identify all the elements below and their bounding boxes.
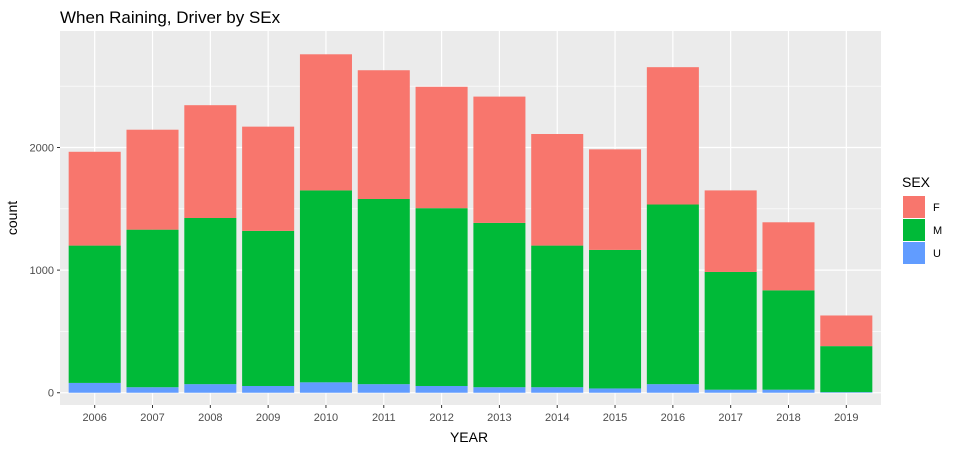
x-tick-label: 2009 [256,412,280,424]
bar-2014-F [531,134,584,246]
bar-2019-M [820,346,873,393]
bar-2016-U [646,384,699,393]
x-axis-title: YEAR [450,429,488,445]
bar-2015-U [589,388,642,393]
bar-2006-U [68,382,121,393]
legend-label-U: U [933,248,941,260]
bar-2009-M [242,230,295,386]
x-tick-label: 2014 [545,412,569,424]
legend-label-F: F [933,202,940,214]
bar-2007-F [126,129,179,230]
y-axis-title: count [4,201,20,235]
bar-2014-M [531,245,584,388]
bar-2008-U [184,384,237,393]
bar-2007-U [126,387,179,393]
bar-2013-M [473,222,526,388]
bar-2017-M [704,271,757,390]
bar-2012-F [415,86,468,209]
x-axis: 2006 2007 2008 2009 2010 2011 2012 2013 2014 2015… [82,405,859,424]
bar-2009-F [242,126,295,231]
x-tick-label: 2016 [661,412,685,424]
bar-2010-M [299,190,352,383]
bar-2008-F [184,105,237,218]
x-tick-label: 2007 [140,412,164,424]
bar-2007-M [126,229,179,388]
bar-2017-U [704,389,757,393]
bar-2018-F [762,222,815,291]
x-tick-label: 2008 [198,412,222,424]
legend-key-U [903,242,925,264]
bar-2011-U [357,384,410,393]
bar-2019-U [820,392,873,393]
bar-2013-F [473,96,526,223]
x-tick-label: 2015 [603,412,627,424]
x-tick-label: 2013 [487,412,511,424]
y-tick-label: 2000 [30,142,54,154]
bar-2014-U [531,387,584,393]
legend-title: SEX [902,174,931,190]
chart-title: When Raining, Driver by SEx [60,8,281,27]
legend-key-M [903,219,925,241]
x-tick-label: 2017 [718,412,742,424]
bar-2012-U [415,385,468,393]
bar-2019-F [820,315,873,347]
bar-2012-M [415,208,468,386]
bar-2008-M [184,218,237,385]
bar-2006-F [68,151,121,246]
y-axis: 0 1000 2000 [30,142,60,400]
bar-2016-M [646,204,699,385]
bar-2015-F [589,149,642,250]
legend: SEX FMU [902,174,942,264]
x-tick-label: 2010 [314,412,338,424]
x-tick-label: 2011 [372,412,396,424]
legend-key-F [903,196,925,218]
bar-2011-M [357,198,410,385]
x-tick-label: 2019 [834,412,858,424]
bars [68,54,873,393]
bar-2016-F [646,67,699,205]
bar-2017-F [704,190,757,272]
x-tick-label: 2006 [82,412,106,424]
bar-2015-M [589,249,642,389]
y-tick-label: 0 [48,388,54,400]
bar-2010-U [299,382,352,393]
plot-panel [60,31,881,405]
bar-2006-M [68,245,121,383]
x-tick-label: 2018 [776,412,800,424]
bar-2009-U [242,385,295,393]
bar-2010-F [299,54,352,191]
bar-2018-U [762,389,815,393]
bar-2011-F [357,70,410,199]
bar-2018-M [762,290,815,390]
x-tick-label: 2012 [429,412,453,424]
bar-2013-U [473,387,526,393]
y-tick-label: 1000 [30,265,54,277]
legend-label-M: M [933,225,942,237]
